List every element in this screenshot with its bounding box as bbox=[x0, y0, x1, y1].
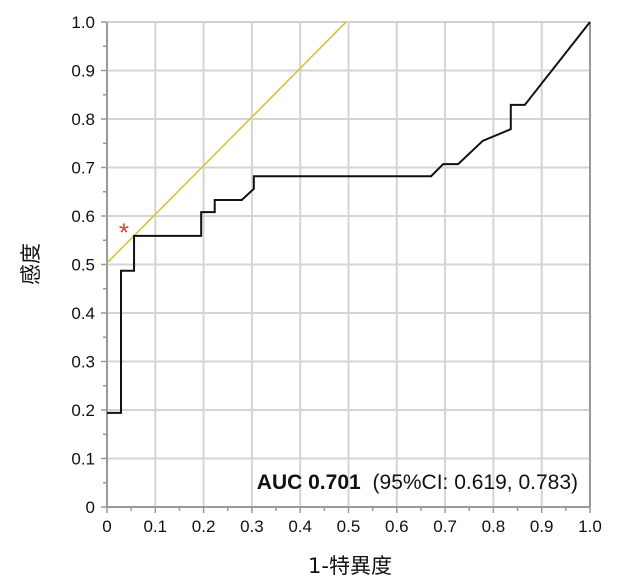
series-lines bbox=[106, 21, 591, 414]
y-tick-label: 0.1 bbox=[71, 450, 95, 469]
grid bbox=[107, 21, 591, 507]
y-tick-label: 0.9 bbox=[71, 62, 95, 81]
x-tick-label: 0.8 bbox=[482, 517, 506, 536]
x-tick-label: 0.5 bbox=[337, 517, 361, 536]
x-tick-label: 0.9 bbox=[530, 517, 554, 536]
auc-ci: (95%CI: 0.619, 0.783) bbox=[373, 471, 578, 494]
x-tick-label: 0.4 bbox=[288, 517, 312, 536]
y-tick-label: 0.7 bbox=[71, 159, 95, 178]
x-tick-label: 1.0 bbox=[578, 517, 602, 536]
x-tick-label: 0.7 bbox=[433, 517, 457, 536]
x-tick-label: 0.2 bbox=[192, 517, 216, 536]
series-roc-line bbox=[107, 21, 591, 414]
y-tick-label: 0.5 bbox=[71, 256, 95, 275]
x-tick-label: 0 bbox=[102, 517, 111, 536]
optimal-cutoff-marker: * bbox=[119, 218, 129, 248]
axes bbox=[101, 21, 591, 513]
y-tick-label: 0.2 bbox=[71, 401, 95, 420]
x-tick-labels: 0 0.1 0.2 0.3 0.4 0.5 0.6 0.7 0.8 0.9 1.0 bbox=[102, 517, 602, 536]
y-tick-labels: 0 0.1 0.2 0.3 0.4 0.5 0.6 0.7 0.8 0.9 1.0 bbox=[71, 13, 95, 517]
y-tick-label: 0.6 bbox=[71, 207, 95, 226]
y-tick-label: 0.8 bbox=[71, 110, 95, 129]
y-tick-label: 0.3 bbox=[71, 353, 95, 372]
auc-value: AUC 0.701 bbox=[257, 471, 361, 494]
x-tick-label: 0.1 bbox=[143, 517, 167, 536]
auc-annotation: AUC 0.701 (95%CI: 0.619, 0.783) bbox=[257, 471, 578, 494]
x-tick-label: 0.6 bbox=[385, 517, 409, 536]
y-axis-label: 感度 bbox=[19, 243, 43, 285]
series-tangent-line bbox=[106, 21, 347, 264]
y-tick-label: 0.4 bbox=[71, 304, 95, 323]
x-axis-label: 1-特異度 bbox=[308, 554, 392, 578]
y-tick-label: 1.0 bbox=[71, 13, 95, 32]
y-tick-label: 0 bbox=[86, 498, 95, 517]
x-tick-label: 0.3 bbox=[240, 517, 264, 536]
